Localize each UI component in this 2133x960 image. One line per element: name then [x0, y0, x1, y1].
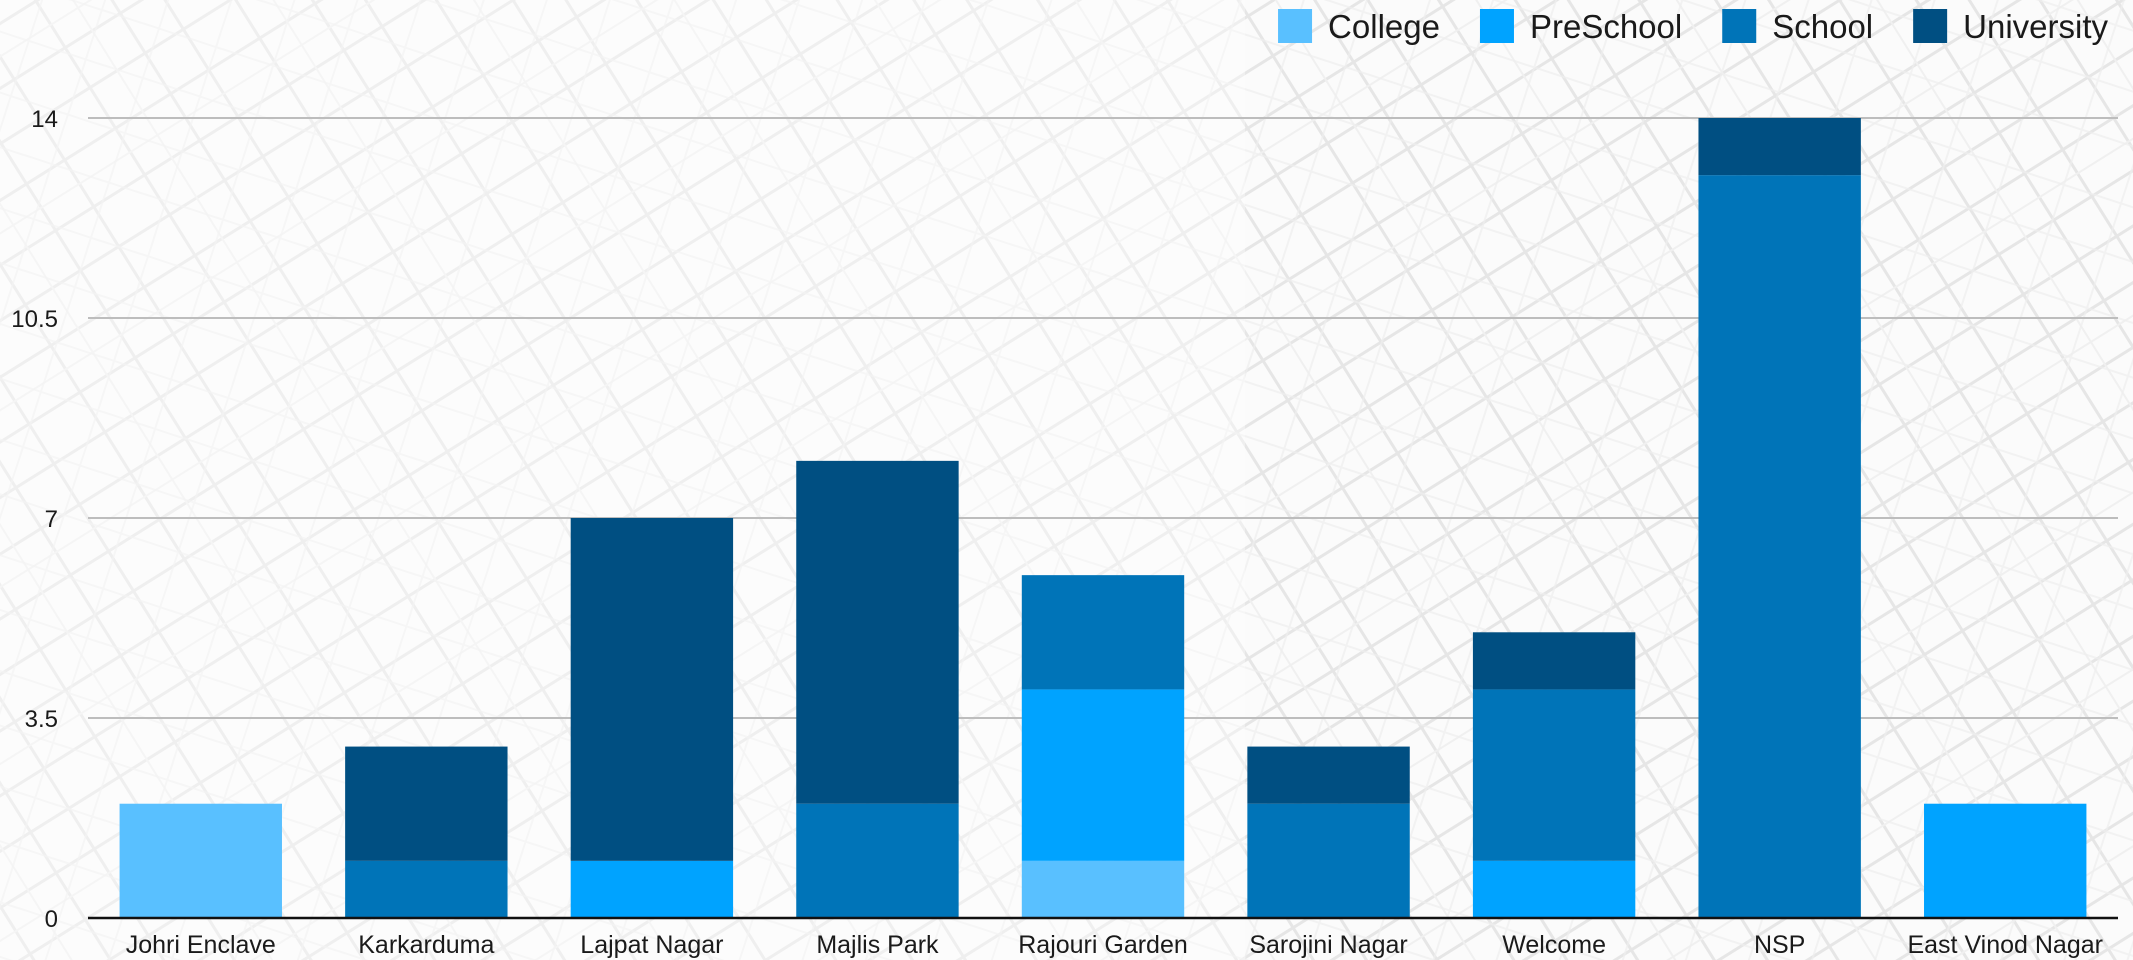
x-tick-label: Rajouri Garden: [1018, 931, 1188, 959]
x-tick-label: Sarojini Nagar: [1249, 931, 1407, 959]
y-tick-label: 3.5: [25, 706, 58, 733]
legend-swatch: [1278, 9, 1313, 43]
legend-label: College: [1328, 8, 1440, 45]
bar-lajpat-nagar-preschool: [570, 860, 734, 918]
legend-swatch: [1913, 9, 1948, 43]
bar-welcome-preschool: [1472, 860, 1636, 918]
legend-item-school: School: [1722, 8, 1873, 45]
legend-label: School: [1772, 8, 1873, 45]
legend: College PreSchool School University: [1278, 8, 2108, 45]
bar-sarojini-nagar-school: [1247, 803, 1410, 918]
x-tick-label: East Vinod Nagar: [1907, 931, 2103, 959]
x-axis-labels: Johri Enclave Karkarduma Lajpat Nagar Majli…: [126, 931, 2103, 959]
bar-sarojini-nagar-university: [1247, 746, 1410, 804]
bar-nsp-school: [1698, 175, 1861, 919]
legend-swatch: [1722, 9, 1757, 43]
x-tick-label: Karkarduma: [358, 931, 494, 959]
bar-karkarduma-school: [345, 860, 508, 918]
bar-welcome-school: [1472, 689, 1636, 861]
x-tick-label: Majlis Park: [816, 931, 939, 959]
x-tick-label: Lajpat Nagar: [580, 931, 723, 959]
legend-item-college: College: [1278, 8, 1440, 45]
legend-label: University: [1963, 8, 2108, 45]
bar-welcome-university: [1472, 632, 1636, 690]
x-tick-label: Welcome: [1502, 931, 1606, 959]
x-tick-label: Johri Enclave: [126, 931, 276, 959]
legend-swatch: [1479, 9, 1514, 43]
bar-rajouri-garden-preschool: [1021, 689, 1185, 861]
bar-lajpat-nagar-university: [570, 518, 734, 861]
bar-karkarduma-university: [345, 746, 508, 861]
legend-label: PreSchool: [1530, 8, 1682, 45]
bar-majlis-park-university: [796, 460, 959, 804]
legend-item-preschool: PreSchool: [1479, 8, 1682, 45]
y-tick-label: 0: [45, 906, 58, 933]
y-tick-label: 7: [45, 506, 58, 533]
bars: [119, 118, 2087, 919]
bar-johri-enclave-college: [119, 803, 282, 918]
y-tick-label: 14: [31, 106, 58, 133]
x-tick-label: NSP: [1754, 931, 1805, 959]
bar-rajouri-garden-college: [1021, 860, 1185, 918]
bar-nsp-university: [1698, 118, 1861, 176]
bar-majlis-park-school: [796, 803, 959, 918]
legend-item-university: University: [1913, 8, 2108, 45]
y-axis-ticks: 0 3.5 7 10.5 14: [11, 106, 58, 933]
bar-rajouri-garden-school: [1021, 575, 1185, 690]
y-tick-label: 10.5: [11, 306, 58, 333]
bar-east-vinod-nagar-preschool: [1924, 803, 2087, 918]
